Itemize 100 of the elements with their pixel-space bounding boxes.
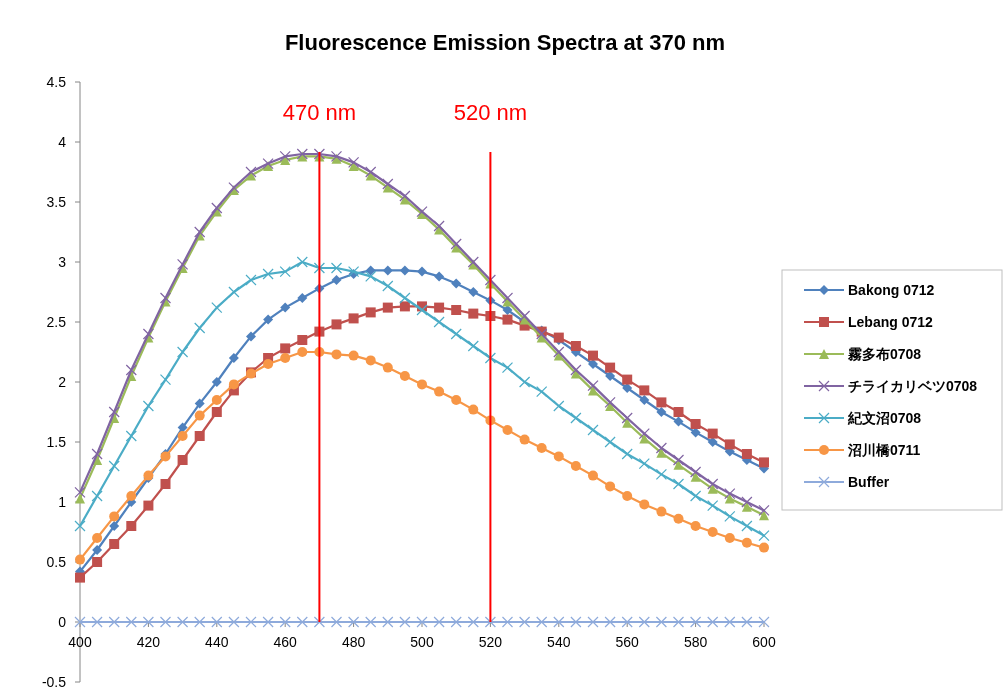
point [587,424,599,436]
point [468,287,479,297]
point [417,379,427,390]
point [741,520,753,532]
point [330,262,343,274]
point [228,379,239,390]
point [348,156,360,168]
point [741,449,752,459]
point [262,268,274,280]
point [434,302,445,313]
point [758,504,770,516]
point [433,616,445,628]
point [126,491,137,501]
point [604,616,616,628]
point [605,362,616,373]
point [416,616,428,628]
point [604,436,616,448]
x-tick-label: 580 [683,634,708,650]
point [519,434,530,445]
point [417,266,427,277]
point [501,292,514,304]
point [724,488,736,500]
point [468,308,479,319]
point [639,385,650,396]
point [280,353,291,363]
point [690,616,702,628]
point [228,353,239,363]
point [365,616,377,628]
point [759,457,769,468]
point [501,362,514,374]
point [263,359,274,369]
point [348,616,360,628]
point [91,448,103,460]
point [638,458,650,470]
point [296,616,308,628]
point [450,616,462,628]
y-tick-label: 2.5 [46,314,67,330]
point [451,395,462,405]
y-tick-label: 4.5 [46,74,67,90]
legend-label: 沼川橋0711 [847,442,921,458]
point [707,428,718,439]
x-tick-label: 440 [205,634,229,650]
point [177,422,188,433]
point [588,470,598,481]
legend-label: 霧多布0708 [847,346,922,362]
point [296,256,308,268]
point [467,340,479,352]
point [109,511,120,522]
point [707,527,718,537]
point [622,374,633,385]
x-tick-label: 560 [615,634,640,650]
point [399,616,411,628]
point [690,521,701,531]
point [690,490,702,502]
point [690,466,702,478]
point [536,616,548,628]
y-tick-label: -0.5 [41,674,67,690]
point [75,493,85,504]
point [194,226,206,238]
point [502,314,513,325]
point [74,520,86,532]
point [759,510,769,521]
point [177,346,189,358]
point [279,266,291,278]
point [519,376,531,388]
point [621,448,633,460]
point [177,455,188,465]
point [707,500,719,512]
point [262,616,274,628]
point [91,616,103,628]
y-tick-label: 3.5 [46,194,67,210]
point [724,510,736,522]
point [655,468,667,480]
chart-title: Fluorescence Emission Spectra at 370 nm [284,30,726,55]
point [228,286,240,298]
point [484,274,496,286]
point [177,616,189,628]
point [450,328,462,340]
point [159,616,172,628]
point [194,410,205,421]
point [553,400,565,412]
point [553,346,565,358]
point [245,616,257,628]
point [655,442,667,454]
legend-label: Lebang 0712 [848,314,934,330]
point [536,386,548,398]
point [741,616,753,628]
legend-label: 紀文沼0708 [847,410,922,426]
point [519,310,531,322]
point [502,425,513,435]
y-tick-label: 1.5 [46,434,67,450]
x-tick-label: 540 [547,634,571,650]
point [553,616,565,628]
point [365,270,377,282]
point [246,170,256,181]
point [758,530,770,542]
point [399,265,410,276]
point [159,374,172,386]
point [365,355,376,366]
point [570,616,582,628]
